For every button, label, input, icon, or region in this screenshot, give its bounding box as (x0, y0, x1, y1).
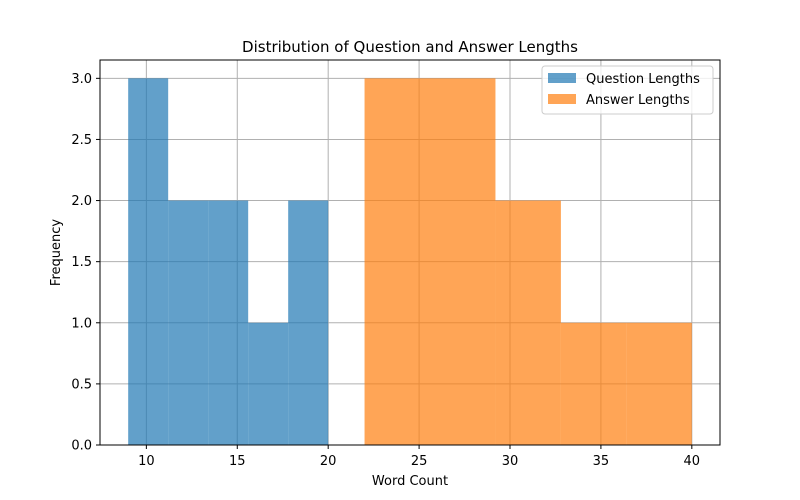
answer-bar-2 (495, 200, 561, 445)
y-tick-label-2: 1.0 (71, 316, 92, 331)
legend: Question Lengths Answer Lengths (541, 65, 714, 115)
question-bar-2 (208, 200, 249, 445)
y-tick-label-0: 0.0 (71, 439, 92, 454)
question-bar-0 (128, 78, 169, 445)
y-tick-label-4: 2.0 (71, 194, 92, 209)
x-tick-label-3: 25 (411, 454, 428, 469)
question-bar-3 (248, 322, 289, 445)
x-tick-label-2: 20 (320, 454, 337, 469)
histogram-bars (128, 78, 692, 445)
y-axis-ticks: 0.0 0.5 1.0 1.5 2.0 2.5 3.0 (71, 72, 100, 454)
chart-title: Distribution of Question and Answer Leng… (242, 38, 578, 56)
answer-bar-4 (626, 322, 692, 445)
x-tick-label-1: 15 (229, 454, 246, 469)
answer-bar-0 (364, 78, 430, 445)
x-axis-label: Word Count (372, 474, 448, 489)
y-tick-label-6: 3.0 (71, 72, 92, 87)
y-tick-label-1: 0.5 (71, 377, 92, 392)
answer-bar-3 (560, 322, 627, 445)
axes-frame (99, 59, 721, 446)
x-tick-label-4: 30 (502, 454, 519, 469)
y-tick-label-3: 1.5 (71, 255, 92, 270)
x-tick-label-5: 35 (593, 454, 610, 469)
legend-label-answer: Answer Lengths (586, 93, 690, 108)
legend-swatch-answer (548, 94, 576, 104)
legend-label-question: Question Lengths (586, 72, 700, 87)
y-tick-label-5: 2.5 (71, 133, 92, 148)
x-tick-label-6: 40 (684, 454, 701, 469)
legend-swatch-question (548, 73, 576, 83)
question-bar-1 (168, 200, 209, 445)
y-axis-label: Frequency (49, 219, 64, 286)
question-bar-4 (288, 200, 329, 445)
legend-frame (541, 65, 714, 115)
x-tick-label-0: 10 (138, 454, 155, 469)
answer-bar-1 (430, 78, 496, 445)
x-axis-ticks: 10 15 20 25 30 35 40 (138, 445, 700, 469)
